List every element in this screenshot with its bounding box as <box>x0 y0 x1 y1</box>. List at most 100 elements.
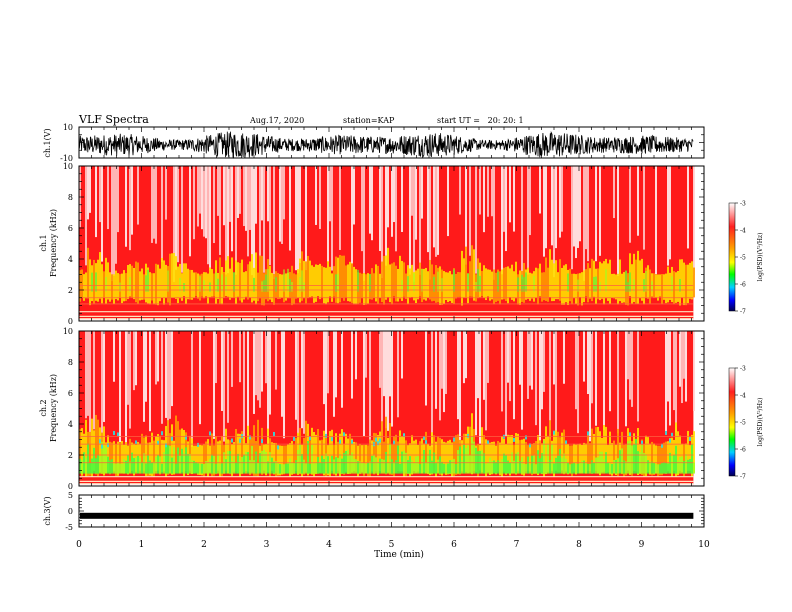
spectrogram-band-low <box>203 463 205 474</box>
spectrogram-band <box>693 267 695 298</box>
spectrogram-streak <box>667 166 669 266</box>
spectrogram-band <box>499 442 501 476</box>
spectrogram-band-low <box>443 463 445 474</box>
spectrogram-band-low <box>337 457 339 474</box>
spectrogram-band-low <box>409 456 411 474</box>
spectrogram-band <box>665 273 667 304</box>
spectrogram-band <box>367 273 369 304</box>
spectrogram-band-low <box>147 269 149 292</box>
ch1-colorbar-label: log(PSD)(V²/Hz) <box>757 233 764 282</box>
spectrogram-streak <box>559 166 561 238</box>
spectrogram-streak <box>553 166 555 278</box>
spectrogram-band <box>129 438 131 473</box>
spectrogram-ytick-label: 0 <box>68 317 73 326</box>
spectrogram-band <box>219 440 221 477</box>
spectrogram-band <box>285 445 287 474</box>
spectrogram-band <box>257 272 259 302</box>
spectrogram-band-low <box>595 457 597 474</box>
spectrogram-band-cyan <box>587 431 589 436</box>
spectrogram-band-low <box>427 454 429 474</box>
spectrogram-streak <box>397 331 399 418</box>
spectrogram-band <box>305 420 307 472</box>
spectrogram-band-low <box>645 270 647 292</box>
spectrogram-band-cyan <box>331 437 333 442</box>
spectrogram-band-low <box>429 449 431 474</box>
spectrogram-streak <box>595 166 597 262</box>
spectrogram-streak <box>429 166 431 280</box>
spectrogram-band-low <box>189 453 191 474</box>
colorbar-tick-label: -3 <box>740 366 746 373</box>
spectrogram-band <box>603 424 605 472</box>
spectrogram-band <box>471 245 473 297</box>
spectrogram-streak <box>269 166 271 266</box>
spectrogram-band <box>225 428 227 471</box>
spectrogram-band <box>605 426 607 473</box>
spectrogram-streak <box>265 331 267 384</box>
spectrogram-band-low <box>313 463 315 474</box>
spectrogram-streak <box>371 166 373 241</box>
spectrogram-streak <box>239 331 241 383</box>
spectrogram-band-low <box>345 451 347 474</box>
spectrogram-band-low <box>147 455 149 474</box>
spectrogram-band <box>411 264 413 297</box>
spectrogram-band <box>267 428 269 473</box>
spectrogram-streak <box>435 331 437 409</box>
spectrogram-band-low <box>465 448 467 474</box>
spectrogram-streak <box>351 166 353 265</box>
spectrogram-band <box>639 260 641 299</box>
spectrogram-band-low <box>497 271 499 292</box>
spectrogram-streak <box>575 166 577 259</box>
spectrogram-band <box>239 262 241 301</box>
spectrogram-band <box>389 264 391 303</box>
spectrogram-band-low <box>587 463 589 474</box>
spectrogram-band-cyan <box>261 439 263 444</box>
spectrogram-streak <box>685 331 687 402</box>
spectrogram-streak <box>205 166 207 239</box>
spectrogram-band <box>235 260 237 305</box>
spectrogram-band <box>183 430 185 477</box>
spectrogram-band-low <box>137 455 139 474</box>
spectrogram-band <box>151 432 153 477</box>
spectrogram-streak <box>385 331 387 429</box>
spectrogram-streak <box>165 331 167 418</box>
spectrogram-streak <box>247 166 249 257</box>
spectrogram-band-low <box>621 448 623 474</box>
spectrogram-band-cyan <box>689 437 691 442</box>
spectrogram-band-cyan <box>325 433 327 438</box>
spectrogram-band-cyan <box>453 437 455 442</box>
spectrogram-band <box>487 442 489 472</box>
spectrogram-band <box>341 429 343 474</box>
spectrogram-streak <box>625 331 627 427</box>
spectrogram-band-low <box>607 463 609 474</box>
spectrogram-streak <box>199 166 201 214</box>
spectrogram-band-low <box>129 277 131 292</box>
spectrogram-band <box>107 435 109 473</box>
spectrogram-band <box>405 273 407 299</box>
spectrogram-band <box>207 439 209 477</box>
spectrogram-band <box>177 421 179 473</box>
spectrogram-band <box>367 445 369 477</box>
colorbar-tick-label: -5 <box>740 255 746 262</box>
spectrogram-band-cyan <box>671 432 673 437</box>
spectrogram-band <box>189 269 191 300</box>
spectrogram-band <box>395 434 397 473</box>
spectrogram-band <box>349 433 351 474</box>
spectrogram-band <box>493 269 495 305</box>
spectrogram-streak <box>353 166 355 225</box>
spectrogram-band <box>253 425 255 476</box>
spectrogram-streak <box>539 331 541 444</box>
ch2-spectrogram-yticks: 0 2 4 6 8 10 <box>63 327 73 491</box>
spectrogram-band <box>567 444 569 475</box>
spectrogram-band-low <box>215 463 217 474</box>
spectrogram-band <box>361 273 363 299</box>
spectrogram-streak <box>391 166 393 237</box>
spectrogram-band <box>553 431 555 477</box>
spectrogram-band <box>581 272 583 306</box>
spectrogram-streak <box>401 331 403 379</box>
spectrogram-band <box>577 444 579 473</box>
spectrogram-band <box>157 433 159 471</box>
spectrogram-streak <box>591 331 593 404</box>
spectrogram-band-low <box>187 453 189 474</box>
spectrogram-band <box>413 440 415 471</box>
spectrogram-band <box>159 268 161 302</box>
